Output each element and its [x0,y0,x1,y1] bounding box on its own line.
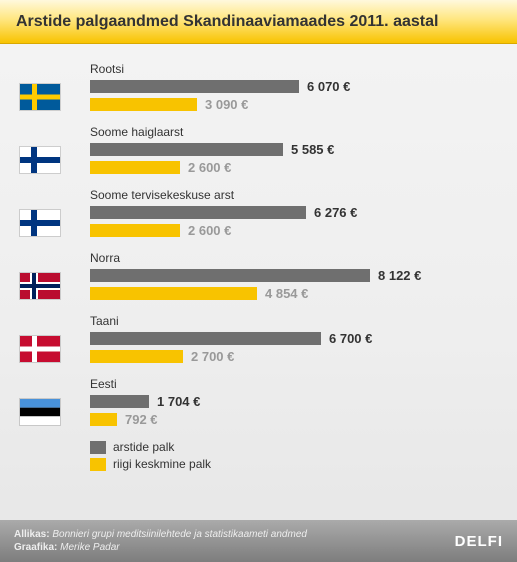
avg-bar [90,224,180,237]
bar-group: Norra 8 122 € 4 854 € [90,251,497,304]
doctor-bar [90,395,149,408]
legend-item-avg: riigi keskmine palk [90,457,497,471]
source-text: Bonnieri grupi meditsiinilehtede ja stat… [52,529,307,540]
bar-group: Taani 6 700 € 2 700 € [90,314,497,367]
bar-group: Soome tervisekeskuse arst 6 276 € 2 600 € [90,188,497,241]
chart-row: Taani 6 700 € 2 700 € [20,314,497,367]
doctor-value: 6 070 € [307,79,350,94]
avg-value: 2 600 € [188,160,231,175]
legend: arstide palk riigi keskmine palk [90,440,497,471]
avg-bar-line: 2 600 € [90,223,497,238]
chart-area: Rootsi 6 070 € 3 090 € Soome haiglaarst 5 58… [0,44,517,484]
chart-row: Soome tervisekeskuse arst 6 276 € 2 600 € [20,188,497,241]
doctor-bar-line: 5 585 € [90,142,497,157]
infographic-container: Arstide palgaandmed Skandinaaviamaades 2… [0,0,517,562]
doctor-value: 5 585 € [291,142,334,157]
doctor-bar [90,80,299,93]
legend-item-doctor: arstide palk [90,440,497,454]
graphics-label: Graafika: [14,542,57,553]
avg-bar-line: 3 090 € [90,97,497,112]
bar-group: Soome haiglaarst 5 585 € 2 600 € [90,125,497,178]
flag-icon [20,399,60,425]
legend-label-avg: riigi keskmine palk [113,457,211,471]
brand-logo: DELFI [455,533,503,550]
flag-icon [20,84,60,110]
source-label: Allikas: [14,529,50,540]
legend-swatch-avg [90,458,106,471]
row-label: Soome haiglaarst [90,125,497,139]
avg-value: 792 € [125,412,158,427]
avg-bar [90,161,180,174]
doctor-bar-line: 1 704 € [90,394,497,409]
chart-row: Eesti 1 704 € 792 € [20,377,497,430]
row-label: Eesti [90,377,497,391]
avg-bar-line: 4 854 € [90,286,497,301]
avg-bar [90,350,183,363]
row-label: Soome tervisekeskuse arst [90,188,497,202]
row-label: Norra [90,251,497,265]
doctor-bar [90,206,306,219]
bar-group: Rootsi 6 070 € 3 090 € [90,62,497,115]
doctor-value: 1 704 € [157,394,200,409]
row-label: Taani [90,314,497,328]
avg-value: 3 090 € [205,97,248,112]
avg-bar-line: 2 700 € [90,349,497,364]
flag-icon [20,336,60,362]
chart-row: Norra 8 122 € 4 854 € [20,251,497,304]
footer: Allikas: Bonnieri grupi meditsiinilehted… [0,520,517,562]
flag-icon [20,273,60,299]
doctor-value: 8 122 € [378,268,421,283]
avg-bar-line: 792 € [90,412,497,427]
flag-icon [20,210,60,236]
flag-icon [20,147,60,173]
footer-sources: Allikas: Bonnieri grupi meditsiinilehted… [14,528,307,555]
graphics-text: Merike Padar [60,542,119,553]
doctor-value: 6 700 € [329,331,372,346]
legend-swatch-doctor [90,441,106,454]
avg-value: 2 700 € [191,349,234,364]
doctor-bar-line: 6 276 € [90,205,497,220]
avg-bar [90,287,257,300]
header-bar: Arstide palgaandmed Skandinaaviamaades 2… [0,0,517,44]
doctor-bar-line: 6 700 € [90,331,497,346]
avg-bar-line: 2 600 € [90,160,497,175]
page-title: Arstide palgaandmed Skandinaaviamaades 2… [16,13,438,31]
legend-label-doctor: arstide palk [113,440,174,454]
bar-group: Eesti 1 704 € 792 € [90,377,497,430]
doctor-bar [90,332,321,345]
avg-bar [90,413,117,426]
avg-value: 4 854 € [265,286,308,301]
chart-row: Soome haiglaarst 5 585 € 2 600 € [20,125,497,178]
doctor-bar-line: 8 122 € [90,268,497,283]
doctor-bar [90,269,370,282]
doctor-value: 6 276 € [314,205,357,220]
doctor-bar [90,143,283,156]
row-label: Rootsi [90,62,497,76]
chart-row: Rootsi 6 070 € 3 090 € [20,62,497,115]
avg-bar [90,98,197,111]
doctor-bar-line: 6 070 € [90,79,497,94]
avg-value: 2 600 € [188,223,231,238]
